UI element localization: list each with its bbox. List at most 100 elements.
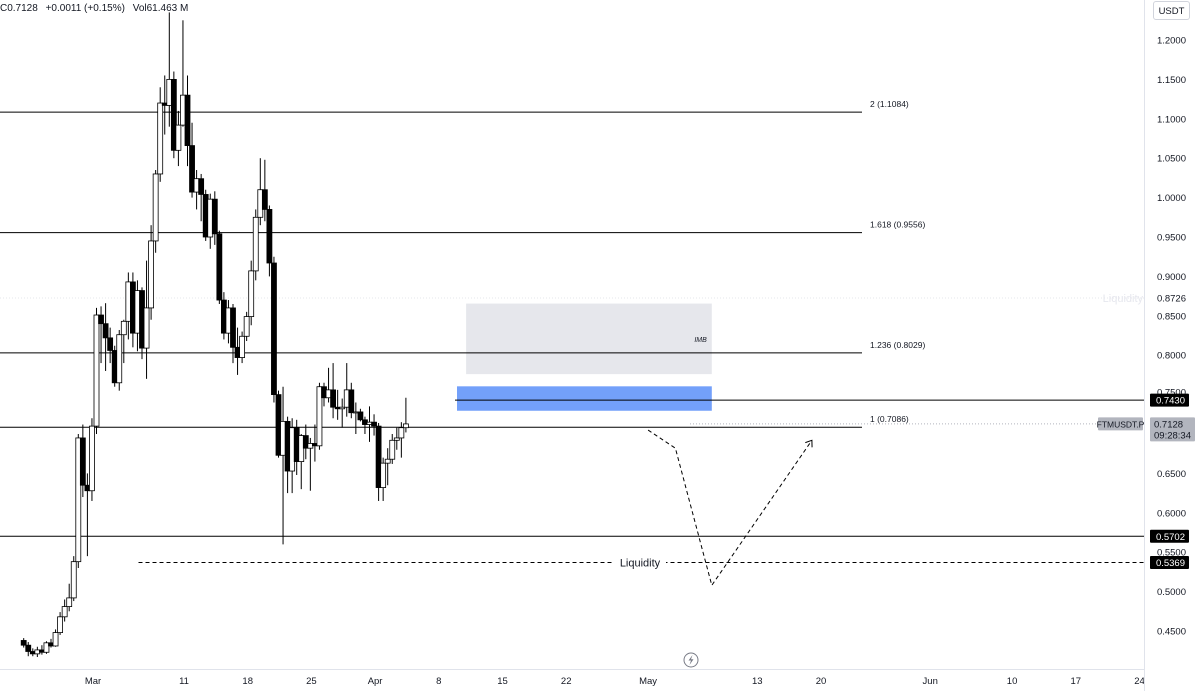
candle-body	[143, 307, 150, 349]
projection-arrowhead	[805, 439, 813, 448]
candle-body	[243, 316, 250, 337]
candle-body	[98, 314, 104, 325]
candle-body	[252, 216, 259, 272]
currency-button[interactable]: USDT	[1153, 1, 1190, 20]
price-axis-tick: 1.2000	[1157, 36, 1186, 47]
candle	[102, 303, 109, 371]
candle-body	[348, 389, 355, 414]
time-axis-tick: 25	[306, 676, 317, 687]
price-axis-tick: 0.6000	[1157, 508, 1186, 519]
change-text: +0.0011 (+0.15%)	[45, 3, 125, 14]
candle	[57, 612, 63, 635]
candle	[52, 629, 59, 647]
time-axis-tick: 8	[436, 676, 441, 687]
price-label: 0.7430	[1156, 396, 1185, 407]
candle	[380, 457, 387, 501]
candle-body	[198, 178, 205, 195]
candle-body	[380, 462, 387, 488]
candle	[230, 303, 236, 364]
candle	[20, 638, 27, 648]
candle-body	[330, 389, 337, 408]
candle-body	[93, 314, 100, 427]
countdown-label: 09:28:34	[1154, 430, 1191, 441]
price-label: 0.5369	[1156, 558, 1185, 569]
candle	[175, 110, 182, 167]
candle-body	[66, 597, 73, 607]
candle	[348, 382, 355, 419]
candle-body	[75, 437, 82, 563]
liquidity-label: Liquidity	[620, 558, 661, 570]
candle-body	[339, 406, 346, 410]
liquidity-label-bg	[614, 555, 666, 569]
candle	[152, 170, 159, 253]
candle-body	[52, 632, 59, 647]
time-axis-tick: 11	[179, 676, 189, 687]
candle-body	[371, 421, 377, 427]
candle	[70, 556, 77, 602]
candle	[89, 418, 95, 501]
candle-body	[184, 94, 191, 146]
candle	[148, 225, 155, 320]
candle-body	[148, 240, 155, 309]
candle	[330, 363, 337, 419]
candle-body	[266, 209, 273, 264]
imbalance-zone	[466, 303, 712, 375]
candle-body	[152, 173, 159, 242]
candle-body	[216, 233, 223, 301]
candle	[302, 424, 309, 460]
candle	[252, 209, 259, 281]
candle-body	[116, 334, 123, 384]
price-label-bg	[1150, 556, 1189, 570]
candle	[371, 414, 377, 436]
volume-text: Vol61.463 M	[132, 3, 189, 14]
price-axis-tick: 0.9000	[1157, 272, 1186, 283]
candle	[107, 327, 114, 364]
candle-body	[157, 102, 164, 175]
price-axis-tick: 0.5000	[1157, 587, 1186, 598]
candle	[184, 75, 191, 167]
price-axis-tick: 1.0500	[1157, 154, 1186, 165]
candle-body	[43, 642, 50, 653]
candle	[266, 205, 273, 277]
candle-body	[107, 337, 114, 351]
candle-body	[61, 606, 68, 618]
price-axis-tick: 0.7500	[1157, 388, 1186, 399]
fib-level-label: 1.236 (0.8029)	[870, 340, 925, 350]
candle	[216, 230, 223, 304]
price-axis-tick: 0.6500	[1157, 469, 1186, 480]
time-axis-tick: Jun	[923, 676, 938, 687]
candle-body	[170, 79, 177, 151]
time-axis-tick: 17	[1071, 676, 1082, 687]
candle	[79, 424, 86, 498]
imbalance-zone-label: IMB	[694, 337, 707, 344]
fib-level-label: 1 (0.7086)	[870, 414, 909, 424]
candle	[357, 408, 364, 422]
candle	[402, 397, 409, 433]
candle	[143, 260, 150, 379]
legend-bar: C0.7128 +0.0011 (+0.15%) Vol61.463 M	[0, 3, 193, 14]
price-label-bg	[1150, 529, 1189, 543]
candle-body	[230, 307, 236, 348]
candle	[116, 329, 123, 391]
candle-body	[57, 616, 63, 633]
candle-body	[239, 335, 246, 358]
candle-body	[316, 386, 323, 447]
candle-body	[175, 124, 182, 151]
lightning-icon[interactable]	[683, 652, 699, 668]
candle-body	[70, 561, 77, 599]
candle-body	[357, 411, 364, 421]
time-axis-tick: Apr	[368, 676, 383, 687]
candle	[243, 311, 250, 342]
candle-body	[211, 198, 218, 235]
candle	[316, 382, 323, 450]
supply-zone	[457, 386, 712, 411]
candle-body	[89, 425, 95, 492]
ghost-liquidity-label: Liquidity	[1103, 293, 1144, 305]
candle-body	[402, 423, 409, 429]
price-label-bg	[1150, 393, 1189, 407]
candle	[198, 173, 205, 222]
candle-body	[261, 189, 268, 210]
candle	[393, 427, 400, 450]
candle	[93, 307, 100, 434]
